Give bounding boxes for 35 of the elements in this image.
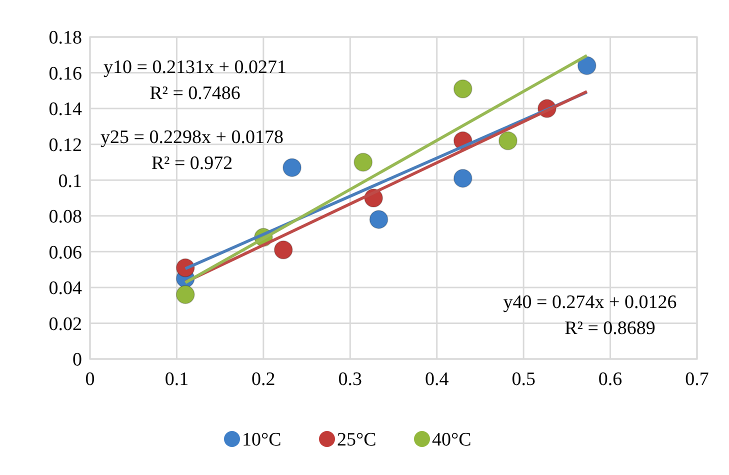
x-tick-label: 0.3 — [338, 369, 362, 390]
annotation: y25 = 0.2298x + 0.0178 — [100, 127, 284, 148]
annotation: R² = 0.8689 — [564, 318, 656, 339]
annotation: R² = 0.972 — [151, 153, 233, 174]
point — [282, 158, 302, 178]
legend-label: 40°C — [432, 430, 472, 451]
y-tick-label: 0.18 — [48, 28, 82, 49]
annotation: y10 = 0.2131x + 0.0271 — [104, 57, 286, 78]
point — [453, 79, 472, 98]
annotation: R² = 0.7486 — [150, 83, 240, 104]
x-tick-label: 0.1 — [164, 369, 189, 390]
y-tick-label: 0.1 — [58, 170, 82, 192]
y-tick-label: 0.14 — [48, 99, 82, 120]
annotation: y40 = 0.274x + 0.0126 — [503, 292, 677, 313]
point — [274, 240, 293, 260]
legend-label: 25°C — [337, 430, 376, 451]
y-tick-label: 0.02 — [48, 314, 82, 335]
x-tick-label: 0.6 — [598, 369, 622, 390]
point — [369, 210, 388, 229]
point — [453, 168, 472, 188]
point — [354, 152, 373, 172]
y-tick-label: 0.04 — [48, 278, 82, 300]
x-tick-label: 0.2 — [252, 369, 276, 390]
y-tick-label: 0.06 — [48, 242, 82, 264]
point — [577, 56, 596, 76]
x-tick-label: 0.7 — [685, 369, 709, 390]
x-tick-label: 0.5 — [512, 369, 536, 390]
y-tick-label: 0.12 — [48, 134, 82, 156]
x-tick-label: 0.4 — [424, 369, 450, 390]
y-tick-label: 0 — [72, 350, 82, 371]
legend-label: 10°C — [242, 430, 282, 451]
point — [176, 285, 195, 304]
point — [498, 131, 518, 150]
y-tick-label: 0.16 — [48, 63, 82, 84]
y-tick-label: 0.08 — [48, 206, 82, 228]
